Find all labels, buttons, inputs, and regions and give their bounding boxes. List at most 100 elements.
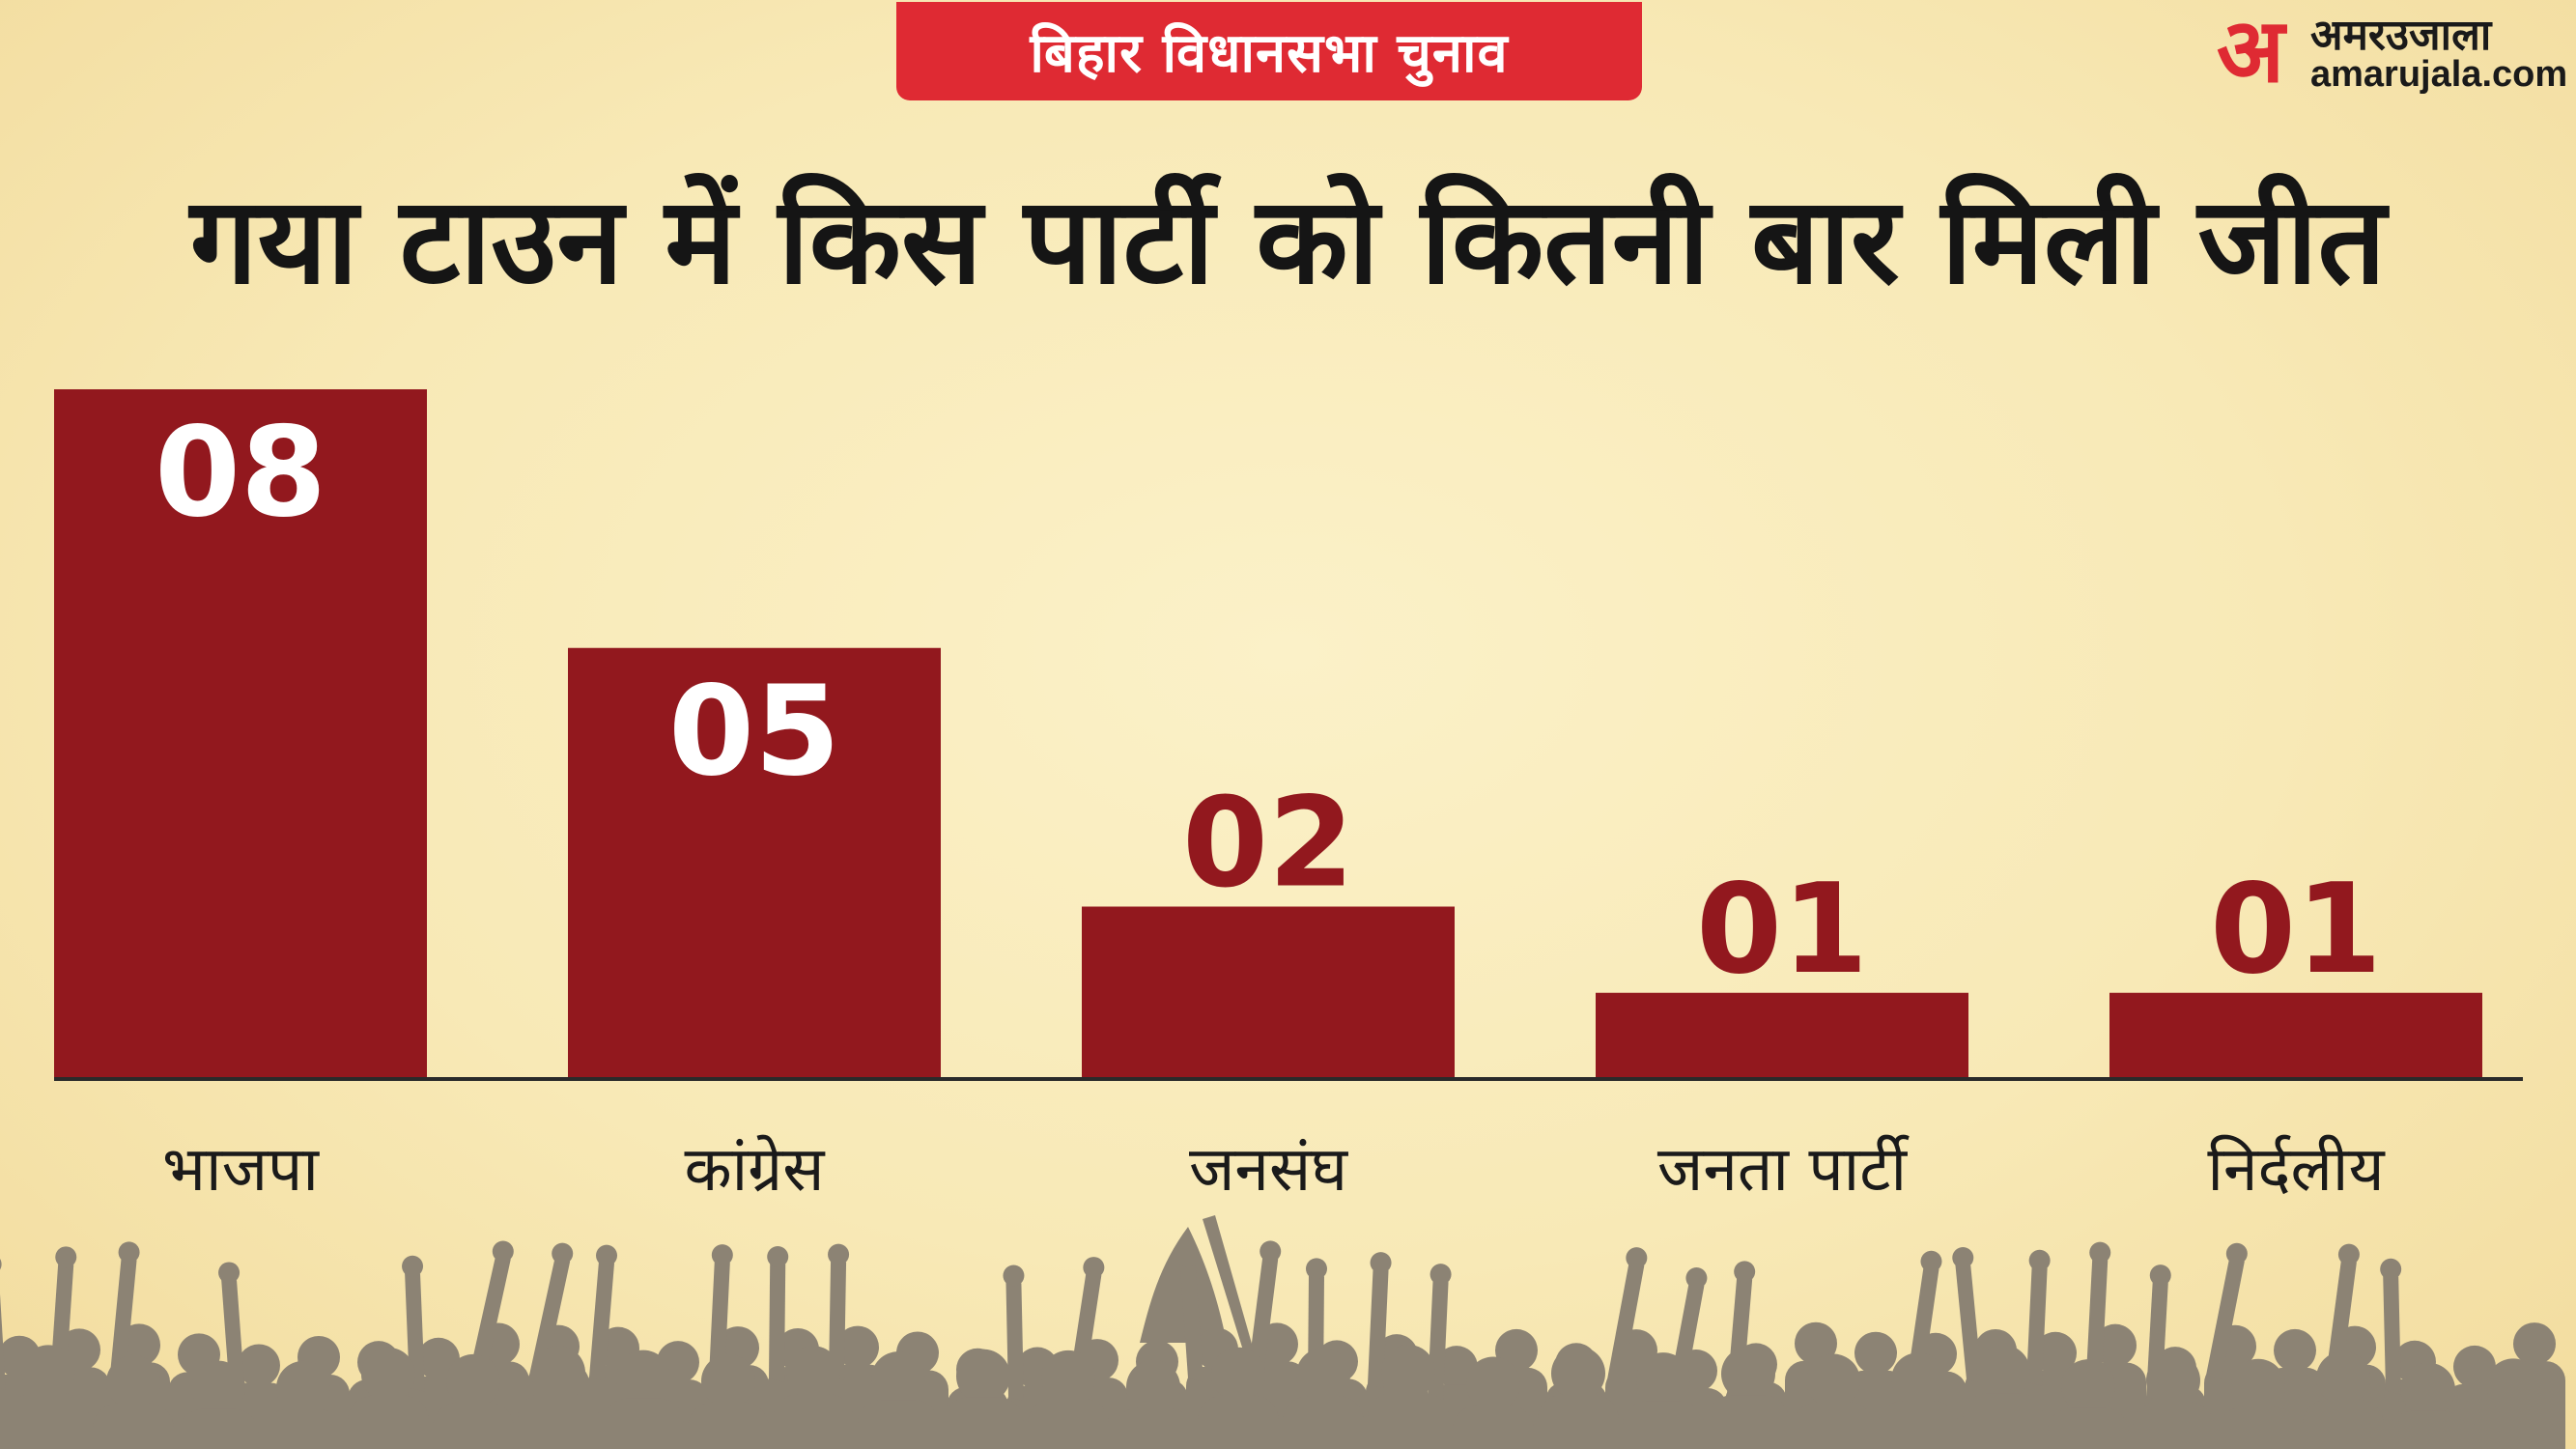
crowd-shape — [1920, 1250, 1942, 1272]
data-label-3: 02 — [1182, 772, 1354, 916]
crowd-shape — [2048, 1407, 2129, 1449]
crowd-shape — [711, 1244, 733, 1266]
crowd-shape — [2473, 1406, 2554, 1449]
crowd-shape — [1005, 1281, 1024, 1402]
crowd-shape — [1538, 1394, 1619, 1449]
crowd-shape — [348, 1395, 429, 1449]
crowd-shape — [1685, 1267, 1708, 1290]
crowd-shape — [589, 1261, 615, 1381]
crowd-shape — [1854, 1331, 1897, 1375]
crowd-shape — [1453, 1405, 1534, 1449]
crowd-shape — [1795, 1321, 1837, 1365]
crowd-shape — [1708, 1395, 1789, 1449]
crowd-shape — [1551, 1346, 1605, 1401]
crowd-shape — [709, 1261, 730, 1381]
crowd-shape — [1963, 1393, 2044, 1449]
crowd-shape — [773, 1394, 854, 1449]
crowd-shape — [1296, 1348, 1350, 1403]
crowd-shape — [616, 1350, 670, 1405]
crowd-shape — [1041, 1350, 1095, 1405]
crowd-shape — [218, 1262, 241, 1284]
crowd-shape — [701, 1353, 755, 1408]
crowd-shape — [1368, 1268, 1389, 1389]
crowd-shape — [2274, 1328, 2316, 1372]
crowd-shape — [767, 1245, 789, 1267]
crowd-shape — [0, 1293, 6, 1390]
crowd-shape — [2094, 1323, 2137, 1367]
crowd-shape — [469, 1257, 511, 1378]
crowd-shape — [688, 1402, 769, 1449]
crowd-shape — [433, 1402, 514, 1449]
crowd-shape — [1305, 1258, 1327, 1280]
bar-1 — [54, 389, 427, 1079]
crowd-shape — [1179, 1262, 1203, 1382]
data-label-2: 05 — [668, 660, 840, 804]
crowd-shape — [1721, 1347, 1775, 1402]
crowd-shape — [1113, 1407, 1194, 1449]
crowd-shape — [1260, 1240, 1282, 1263]
bar-2 — [568, 647, 941, 1079]
crowd-shape — [2089, 1241, 2111, 1264]
crowd-shape — [1083, 1257, 1105, 1279]
crowd-shape — [1198, 1395, 1279, 1449]
crowd-shape — [1793, 1402, 1874, 1449]
crowd-shape — [2388, 1410, 2469, 1449]
crowd-shape — [1176, 1245, 1199, 1267]
crowd-shape — [1626, 1247, 1648, 1269]
category-label-3: जनसंघ — [1189, 1134, 1348, 1206]
crowd-shape — [1203, 1215, 1265, 1391]
crowd-shape — [2086, 1258, 2109, 1378]
crowd-shape — [596, 1244, 618, 1266]
brand-logo[interactable]: अ अमरउजाला amarujala.com — [2202, 2, 2573, 99]
crowd-shape — [1955, 1264, 1982, 1384]
crowd-shape — [2133, 1402, 2214, 1449]
crowd-shape — [2303, 1399, 2384, 1449]
crowd-shape — [276, 1360, 330, 1415]
crowd-shape — [1607, 1264, 1645, 1384]
crowd-shape — [2146, 1353, 2200, 1408]
crowd-shape — [1878, 1401, 1959, 1449]
crowd-shape — [1126, 1359, 1180, 1414]
election-tag: बिहार विधानसभा चुनाव — [896, 2, 1642, 100]
crowd-shape — [178, 1408, 259, 1449]
bar-3 — [1082, 906, 1455, 1079]
crowd-shape — [1891, 1352, 1945, 1407]
crowd-shape — [529, 1259, 571, 1379]
crowd-shape — [956, 1349, 1010, 1404]
crowd-shape — [2225, 1242, 2248, 1264]
crowd-shape — [8, 1393, 89, 1449]
crowd-shape — [1806, 1353, 1860, 1408]
crowd-shape — [2061, 1359, 2115, 1414]
crowd-shape — [1381, 1345, 1435, 1400]
crowd-shape — [1623, 1401, 1704, 1449]
crowd-shape — [1283, 1396, 1364, 1449]
data-label-1: 08 — [155, 401, 326, 545]
crowd-shape — [191, 1360, 245, 1415]
crowd-shape — [2326, 1260, 2357, 1380]
category-label-1: भाजपा — [162, 1134, 320, 1206]
crowd-shape — [1368, 1393, 1449, 1449]
crowd-shape — [2034, 1331, 2077, 1375]
crowd-shape — [1976, 1345, 2030, 1400]
crowd-shape — [361, 1347, 415, 1402]
crowd-shape — [1211, 1347, 1265, 1402]
crowd-shape — [106, 1354, 160, 1409]
category-label-2: कांग्रेस — [684, 1134, 826, 1206]
crowd-shape — [2380, 1258, 2402, 1280]
crowd-shape — [263, 1408, 344, 1449]
brand-name: अमरउजाला — [2310, 11, 2492, 60]
crowd-shape — [2149, 1264, 2171, 1287]
crowd-shape — [1430, 1264, 1452, 1286]
crowd-shape — [0, 1258, 2, 1270]
crowd-shape — [836, 1325, 879, 1369]
crowd-shape — [2218, 1406, 2299, 1449]
data-label-5: 01 — [2210, 858, 2382, 1002]
crowd-shape — [769, 1262, 786, 1382]
crowd-shape — [2337, 1243, 2360, 1265]
crowd-shape — [446, 1353, 500, 1408]
crowd-shape — [943, 1397, 1024, 1449]
page-title: गया टाउन में किस पार्टी को कितनी बार मिल… — [189, 172, 2387, 311]
crowd-shape — [858, 1400, 939, 1449]
